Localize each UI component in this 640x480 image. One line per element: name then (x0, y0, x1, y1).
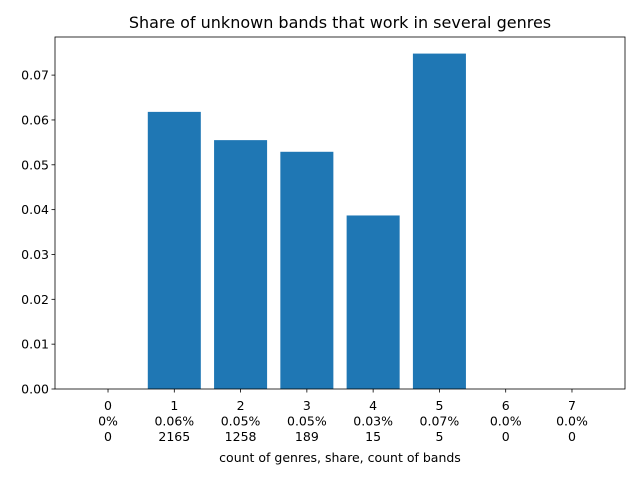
y-tick-label: 0.01 (21, 337, 49, 352)
plot-frame (54, 36, 626, 390)
x-tick-label: 2 (237, 398, 245, 413)
y-tick-label: 0.02 (21, 292, 49, 307)
y-tick-label: 0.03 (21, 247, 49, 262)
x-tick-label: 1258 (225, 429, 257, 444)
x-tick-label: 189 (295, 429, 319, 444)
y-tick-label: 0.06 (21, 112, 49, 127)
x-tick-label: 0.0% (490, 414, 522, 429)
x-tick-label: 4 (369, 398, 377, 413)
x-tick-label: 0.07% (420, 414, 460, 429)
bar-2 (214, 140, 268, 389)
x-tick-label: 3 (303, 398, 311, 413)
x-tick-label: 0.06% (154, 414, 194, 429)
chart-title: Share of unknown bands that work in seve… (129, 13, 551, 32)
y-tick-label: 0.04 (21, 202, 49, 217)
x-tick-label: 0 (502, 429, 510, 444)
x-tick-label: 6 (502, 398, 510, 413)
y-tick-label: 0.00 (21, 382, 49, 397)
bar-1 (147, 111, 201, 389)
bar-5 (412, 53, 466, 390)
x-tick-label: 0.05% (221, 414, 261, 429)
x-tick-label: 0 (104, 429, 112, 444)
x-tick-label: 0 (104, 398, 112, 413)
x-tick-label: 1 (170, 398, 178, 413)
x-tick-label: 0% (98, 414, 118, 429)
y-tick-label: 0.05 (21, 157, 49, 172)
x-tick-label: 0.03% (353, 414, 393, 429)
x-tick-label: 0 (568, 429, 576, 444)
x-axis-label: count of genres, share, count of bands (219, 450, 461, 465)
x-tick-label: 7 (568, 398, 576, 413)
bars-group (147, 53, 466, 390)
x-tick-label: 15 (365, 429, 381, 444)
x-tick-label: 2165 (158, 429, 190, 444)
y-tick-label: 0.07 (21, 68, 49, 83)
bar-3 (280, 151, 334, 389)
bar-4 (346, 215, 400, 389)
axes-group: 0.000.010.020.030.040.050.060.0700%010.0… (21, 36, 626, 444)
x-tick-label: 5 (435, 429, 443, 444)
x-tick-label: 0.05% (287, 414, 327, 429)
x-tick-label: 5 (435, 398, 443, 413)
x-tick-label: 0.0% (556, 414, 588, 429)
